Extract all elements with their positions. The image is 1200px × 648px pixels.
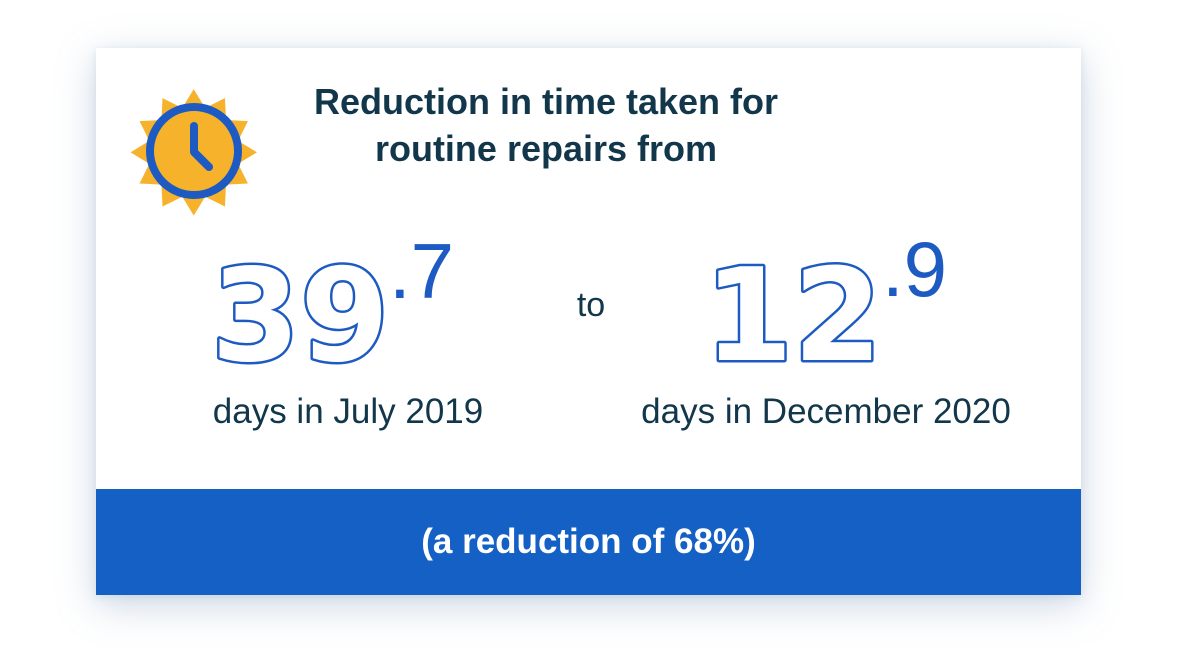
from-value-decimal: .7	[389, 238, 454, 315]
headline-line-1: Reduction in time taken for	[313, 81, 779, 122]
headline-line-2: routine repairs from	[374, 128, 718, 169]
to-value-decimal: .9	[882, 228, 947, 313]
reduction-banner: (a reduction of 68%)	[96, 489, 1081, 595]
headline: Reduction in time taken for routine repa…	[266, 78, 826, 172]
stat-card: Reduction in time taken for routine repa…	[96, 48, 1081, 595]
to-caption: days in December 2020	[641, 392, 1011, 431]
from-value: 39 .7	[209, 238, 455, 368]
from-caption: days in July 2019	[212, 392, 484, 431]
clock-icon	[130, 89, 257, 216]
to-value: 12 .9	[702, 228, 948, 368]
clock-hands	[190, 122, 213, 171]
to-value-whole: 12	[704, 242, 882, 368]
from-value-whole: 39	[211, 242, 389, 368]
reduction-text: (a reduction of 68%)	[421, 522, 756, 561]
connector-word: to	[576, 286, 606, 324]
